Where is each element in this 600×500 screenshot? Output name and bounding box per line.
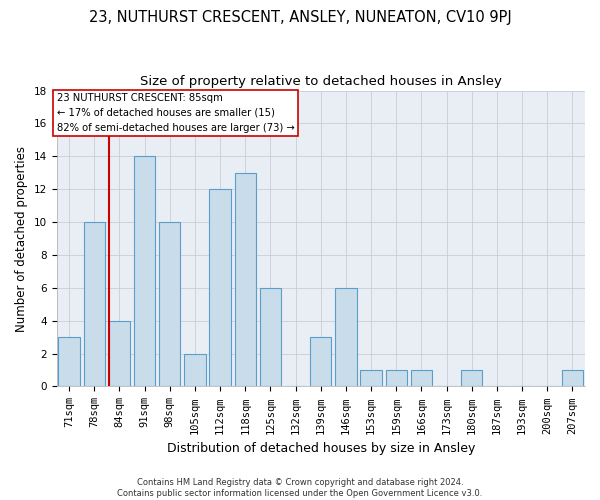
Title: Size of property relative to detached houses in Ansley: Size of property relative to detached ho… (140, 75, 502, 88)
Bar (335, 288, 356, 386)
Bar (209, 189, 231, 386)
Bar (184, 354, 206, 386)
Bar (386, 370, 407, 386)
Bar (461, 370, 482, 386)
Text: 23, NUTHURST CRESCENT, ANSLEY, NUNEATON, CV10 9PJ: 23, NUTHURST CRESCENT, ANSLEY, NUNEATON,… (89, 10, 511, 25)
Bar (134, 156, 155, 386)
Bar (310, 337, 331, 386)
Y-axis label: Number of detached properties: Number of detached properties (15, 146, 28, 332)
Bar (361, 370, 382, 386)
Bar (562, 370, 583, 386)
Bar (109, 320, 130, 386)
Bar (58, 337, 80, 386)
X-axis label: Distribution of detached houses by size in Ansley: Distribution of detached houses by size … (167, 442, 475, 455)
Text: 23 NUTHURST CRESCENT: 85sqm
← 17% of detached houses are smaller (15)
82% of sem: 23 NUTHURST CRESCENT: 85sqm ← 17% of det… (56, 93, 294, 132)
Bar (159, 222, 181, 386)
Bar (260, 288, 281, 386)
Text: Contains HM Land Registry data © Crown copyright and database right 2024.
Contai: Contains HM Land Registry data © Crown c… (118, 478, 482, 498)
Bar (83, 222, 105, 386)
Bar (235, 172, 256, 386)
Bar (411, 370, 432, 386)
